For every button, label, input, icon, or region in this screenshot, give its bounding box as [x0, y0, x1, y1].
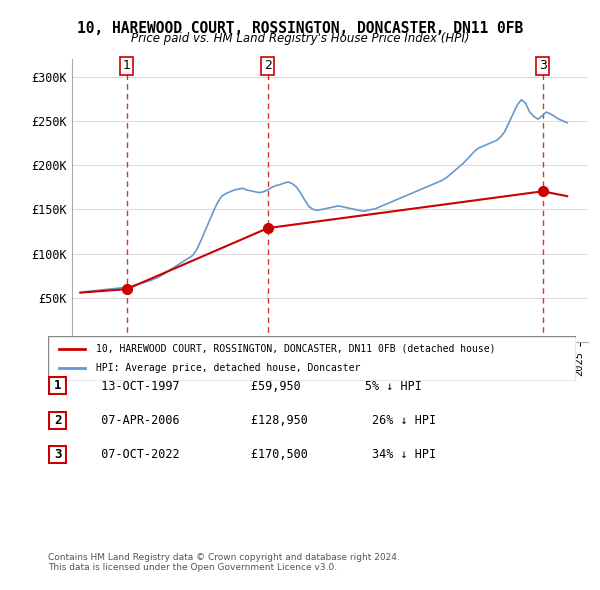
Text: 07-OCT-2022          £170,500         34% ↓ HPI: 07-OCT-2022 £170,500 34% ↓ HPI — [87, 448, 436, 461]
Text: Price paid vs. HM Land Registry's House Price Index (HPI): Price paid vs. HM Land Registry's House … — [131, 32, 469, 45]
FancyBboxPatch shape — [49, 412, 66, 428]
Text: 3: 3 — [54, 448, 61, 461]
Text: 2: 2 — [54, 414, 61, 427]
Text: 1: 1 — [123, 59, 131, 72]
Text: 2: 2 — [264, 59, 272, 72]
Text: 10, HAREWOOD COURT, ROSSINGTON, DONCASTER, DN11 0FB (detached house): 10, HAREWOOD COURT, ROSSINGTON, DONCASTE… — [95, 344, 495, 353]
Text: 10, HAREWOOD COURT, ROSSINGTON, DONCASTER, DN11 0FB: 10, HAREWOOD COURT, ROSSINGTON, DONCASTE… — [77, 21, 523, 35]
FancyBboxPatch shape — [49, 378, 66, 394]
Text: HPI: Average price, detached house, Doncaster: HPI: Average price, detached house, Donc… — [95, 363, 360, 373]
Text: Contains HM Land Registry data © Crown copyright and database right 2024.
This d: Contains HM Land Registry data © Crown c… — [48, 553, 400, 572]
Text: 3: 3 — [539, 59, 547, 72]
Text: 1: 1 — [54, 379, 61, 392]
FancyBboxPatch shape — [49, 446, 66, 463]
Text: 13-OCT-1997          £59,950         5% ↓ HPI: 13-OCT-1997 £59,950 5% ↓ HPI — [87, 380, 422, 393]
Text: 07-APR-2006          £128,950         26% ↓ HPI: 07-APR-2006 £128,950 26% ↓ HPI — [87, 414, 436, 427]
FancyBboxPatch shape — [48, 336, 576, 381]
